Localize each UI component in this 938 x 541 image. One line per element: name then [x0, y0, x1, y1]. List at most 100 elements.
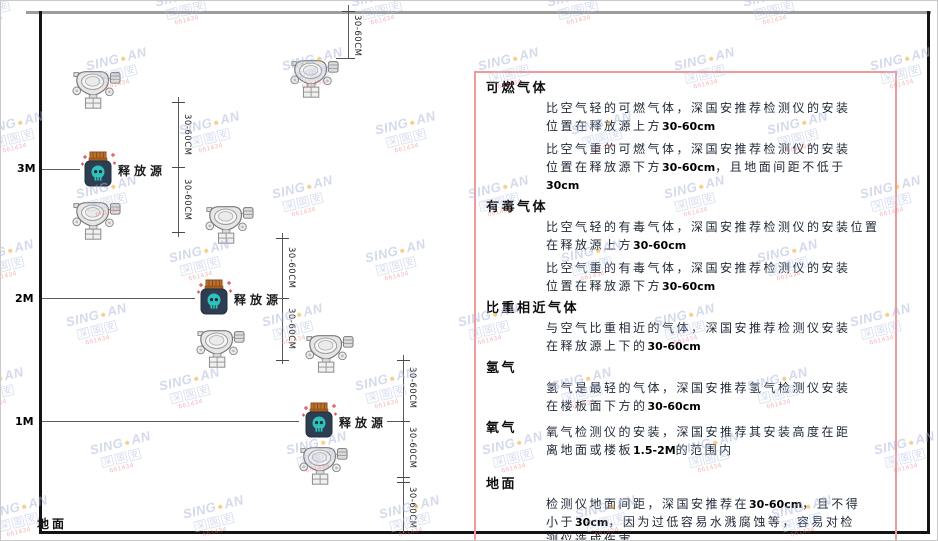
gas-detector-icon	[298, 442, 348, 486]
section-heading: 氧气	[486, 420, 518, 435]
text-segment: ，且地面间距不低于	[715, 160, 846, 174]
dimension-label: 30-60CM	[407, 427, 417, 469]
text-line: 氢气是最轻的气体，深国安推荐氢气检测仪安装	[546, 379, 885, 397]
text-line: 30cm	[546, 176, 885, 194]
release-source-jar-icon	[301, 402, 337, 440]
text-line: 比空气轻的可燃气体，深国安推荐检测仪的安装	[546, 99, 885, 117]
text-segment: 氧气检测仪的安装，深国安推荐其安装高度在距	[546, 425, 851, 439]
dimension-connector	[336, 58, 349, 59]
dimension-tick	[397, 360, 410, 361]
dimension-label: 30-60CM	[407, 487, 417, 529]
panel-section-1: 有毒气体 比空气轻的有毒气体，深国安推荐检测仪的安装位置 在释放源上方30-60cm…	[486, 199, 885, 295]
text-line: 比空气轻的有毒气体，深国安推荐检测仪的安装位置	[546, 218, 885, 236]
text-segment: 比空气重的可燃气体，深国安推荐检测仪的安装	[546, 142, 851, 156]
text-line: 在释放源上下的30-60cm	[546, 337, 885, 355]
left-wall-line	[39, 11, 42, 534]
dimension-tick	[276, 360, 289, 361]
text-segment: 30cm	[546, 179, 580, 192]
text-line: 比空气重的有毒气体，深国安推荐检测仪的安装	[546, 259, 885, 277]
text-segment: 在释放源上方	[546, 238, 634, 252]
leader-line-1m	[42, 421, 299, 422]
section-heading: 氢气	[486, 360, 518, 375]
text-segment: 位置在释放源上方	[546, 119, 663, 133]
release-source-label: 释放源	[339, 416, 388, 430]
text-segment: 位置在释放源下方	[546, 279, 663, 293]
panel-section-0: 可燃气体 比空气轻的可燃气体，深国安推荐检测仪的安装 位置在释放源上方30-60cm…	[486, 80, 885, 194]
gas-detector-icon	[289, 55, 339, 99]
text-segment: 30-60cm	[662, 161, 716, 174]
dimension-tick	[342, 11, 355, 12]
text-segment: 在释放源上下的	[546, 339, 648, 353]
text-segment: 30-60cm	[633, 239, 687, 252]
dimension-tick	[172, 167, 185, 168]
gas-detector-icon	[304, 330, 354, 374]
text-segment: 氢气是最轻的气体，深国安推荐氢气检测仪安装	[546, 381, 851, 395]
release-source-jar-icon	[196, 279, 232, 317]
dimension-tick	[172, 232, 185, 233]
section-heading: 有毒气体	[486, 199, 549, 214]
text-segment: 30-60cm	[662, 120, 716, 133]
right-wall-line	[927, 11, 930, 534]
text-line: 在楼板面下方的30-60cm	[546, 397, 885, 415]
text-segment: 的范围内	[675, 443, 734, 457]
dimension-label: 30-60CM	[182, 114, 192, 156]
text-line: 测仪造成伤害	[546, 531, 885, 541]
gas-detector-icon	[204, 201, 254, 245]
height-label-3m: 3M	[17, 162, 36, 175]
text-segment: 比空气重的有毒气体，深国安推荐检测仪的安装	[546, 261, 851, 275]
text-segment: 1.5-2M	[633, 444, 676, 457]
text-segment: 30cm	[575, 516, 609, 529]
dimension-label: 30-60CM	[407, 367, 417, 409]
text-segment: 比空气轻的有毒气体，深国安推荐检测仪的安装位置	[546, 220, 880, 234]
dimension-connector	[387, 421, 401, 422]
ceiling-line	[26, 11, 931, 14]
dimension-line	[403, 355, 404, 533]
ground-label: 地面	[37, 517, 68, 531]
text-segment: 在楼板面下方的	[546, 399, 648, 413]
release-source-label: 释放源	[234, 293, 283, 307]
dimension-label: 30-60CM	[182, 179, 192, 221]
dimension-label: 30-60CM	[352, 15, 362, 57]
dimension-connector	[270, 298, 283, 299]
text-segment: 检测仪地面间距，深国安推荐在	[546, 497, 750, 511]
text-line: 比空气重的可燃气体，深国安推荐检测仪的安装	[546, 140, 885, 158]
panel-section-3: 氢气 氢气是最轻的气体，深国安推荐氢气检测仪安装 在楼板面下方的30-60cm	[486, 360, 885, 415]
text-line: 小于30cm，因为过低容易水溅腐蚀等，容易对检	[546, 513, 885, 531]
panel-section-4: 氧气 氧气检测仪的安装，深国安推荐其安装高度在距离地面或楼板1.5-2M的范围内	[486, 420, 885, 464]
text-line: 离地面或楼板1.5-2M的范围内	[546, 441, 885, 459]
installation-guidelines-panel: 可燃气体 比空气轻的可燃气体，深国安推荐检测仪的安装 位置在释放源上方30-60cm…	[474, 71, 897, 541]
height-label-1m: 1M	[15, 415, 34, 428]
dimension-tick	[172, 102, 185, 103]
text-segment: 30-60cm	[662, 280, 716, 293]
text-line: 位置在释放源下方30-60cm	[546, 277, 885, 295]
panel-section-5: 地面 检测仪地面间距，深国安推荐在30-60cm，且不得 小于30cm，因为过低容易…	[486, 476, 885, 541]
text-line: 位置在释放源下方30-60cm，且地面间距不低于	[546, 158, 885, 176]
leader-line-3m	[42, 169, 80, 170]
panel-section-2: 比重相近气体与空气比重相近的气体，深国安推荐检测仪安装 在释放源上下的30-60c…	[486, 300, 885, 355]
gas-detector-icon	[71, 66, 121, 110]
section-heading: 比重相近气体	[486, 300, 580, 315]
text-segment: 测仪造成伤害	[546, 533, 634, 541]
text-line: 与空气比重相近的气体，深国安推荐检测仪安装	[546, 319, 885, 337]
height-label-2m: 2M	[15, 292, 34, 305]
text-segment: 30-60cm	[647, 400, 701, 413]
dimension-tick	[397, 421, 410, 422]
text-segment: ，且不得	[802, 497, 861, 511]
gas-detector-icon	[195, 325, 245, 369]
text-line: 检测仪地面间距，深国安推荐在30-60cm，且不得	[546, 495, 885, 513]
text-segment: ，因为过低容易水溅腐蚀等，容易对检	[608, 515, 855, 529]
text-segment: 比空气轻的可燃气体，深国安推荐检测仪的安装	[546, 101, 851, 115]
release-source-label: 释放源	[118, 164, 167, 178]
